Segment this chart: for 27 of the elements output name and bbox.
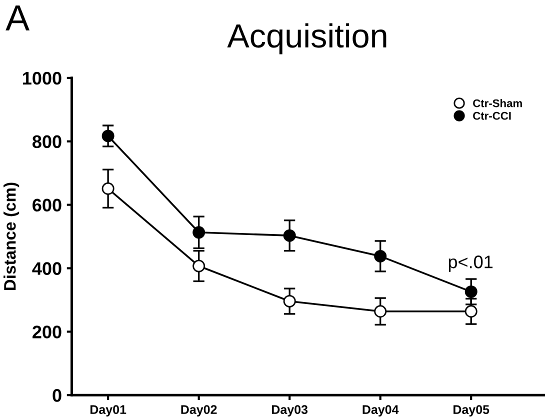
y-tick-label: 600 [32, 198, 62, 212]
text: A [6, 6, 30, 30]
point [283, 229, 296, 242]
chart-title: Acquisition [227, 23, 386, 54]
x-tick-label: Day01 [90, 405, 126, 416]
point [283, 294, 296, 308]
x-tick-label: Day02 [181, 405, 217, 416]
point [192, 226, 206, 239]
point [374, 305, 387, 318]
x-tick-label: Day03 [272, 405, 308, 416]
point [192, 260, 206, 272]
y-tick-label: 800 [32, 135, 62, 148]
y-tick-label: 200 [32, 326, 62, 338]
point [374, 250, 387, 262]
annotation: p<.01 [448, 256, 493, 272]
legend-label: Ctr-Sham [473, 99, 522, 108]
y-axis-title: Distance (cm) [4, 182, 20, 290]
x-tick-label: Day05 [454, 405, 490, 416]
point [464, 305, 478, 318]
y-tick-label: 400 [32, 262, 62, 275]
x-tick-label: Day04 [362, 405, 399, 416]
y-tick-label: 1000 [23, 72, 62, 85]
y-tick-label: 0 [52, 389, 62, 402]
point [102, 130, 114, 142]
point [102, 182, 114, 195]
point [464, 285, 478, 298]
legend-label: Ctr-CCI [473, 112, 511, 120]
